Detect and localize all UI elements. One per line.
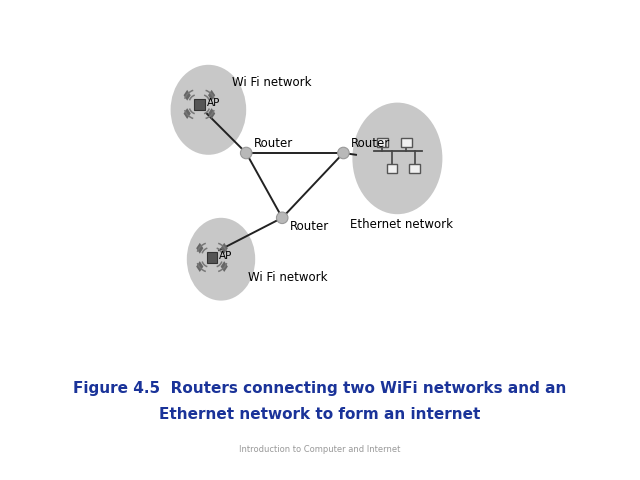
Bar <box>401 138 412 147</box>
Text: AP: AP <box>207 98 220 108</box>
Circle shape <box>241 147 252 159</box>
Bar <box>410 164 420 173</box>
Ellipse shape <box>187 218 255 300</box>
Bar <box>377 138 388 147</box>
Polygon shape <box>196 261 204 272</box>
Text: Figure 4.5  Routers connecting two WiFi networks and an: Figure 4.5 Routers connecting two WiFi n… <box>74 381 566 396</box>
Text: Router: Router <box>290 220 330 233</box>
Polygon shape <box>221 261 228 272</box>
Polygon shape <box>208 90 215 101</box>
Text: AP: AP <box>219 251 232 261</box>
Text: Ethernet network: Ethernet network <box>349 218 452 231</box>
Bar <box>194 99 205 110</box>
Circle shape <box>276 212 288 224</box>
Text: Introduction to Computer and Internet: Introduction to Computer and Internet <box>239 444 401 454</box>
Polygon shape <box>196 243 204 253</box>
Bar <box>207 252 218 263</box>
Polygon shape <box>184 108 191 119</box>
Ellipse shape <box>171 65 246 155</box>
Ellipse shape <box>353 103 442 214</box>
Polygon shape <box>208 108 215 119</box>
Circle shape <box>338 147 349 159</box>
Text: Router: Router <box>351 137 390 150</box>
Polygon shape <box>184 90 191 101</box>
Text: Ethernet network to form an internet: Ethernet network to form an internet <box>159 408 481 422</box>
Bar <box>387 164 397 173</box>
Text: Wi Fi network: Wi Fi network <box>232 76 311 89</box>
Text: Router: Router <box>254 137 293 150</box>
Polygon shape <box>221 243 228 253</box>
Text: Wi Fi network: Wi Fi network <box>248 271 328 284</box>
